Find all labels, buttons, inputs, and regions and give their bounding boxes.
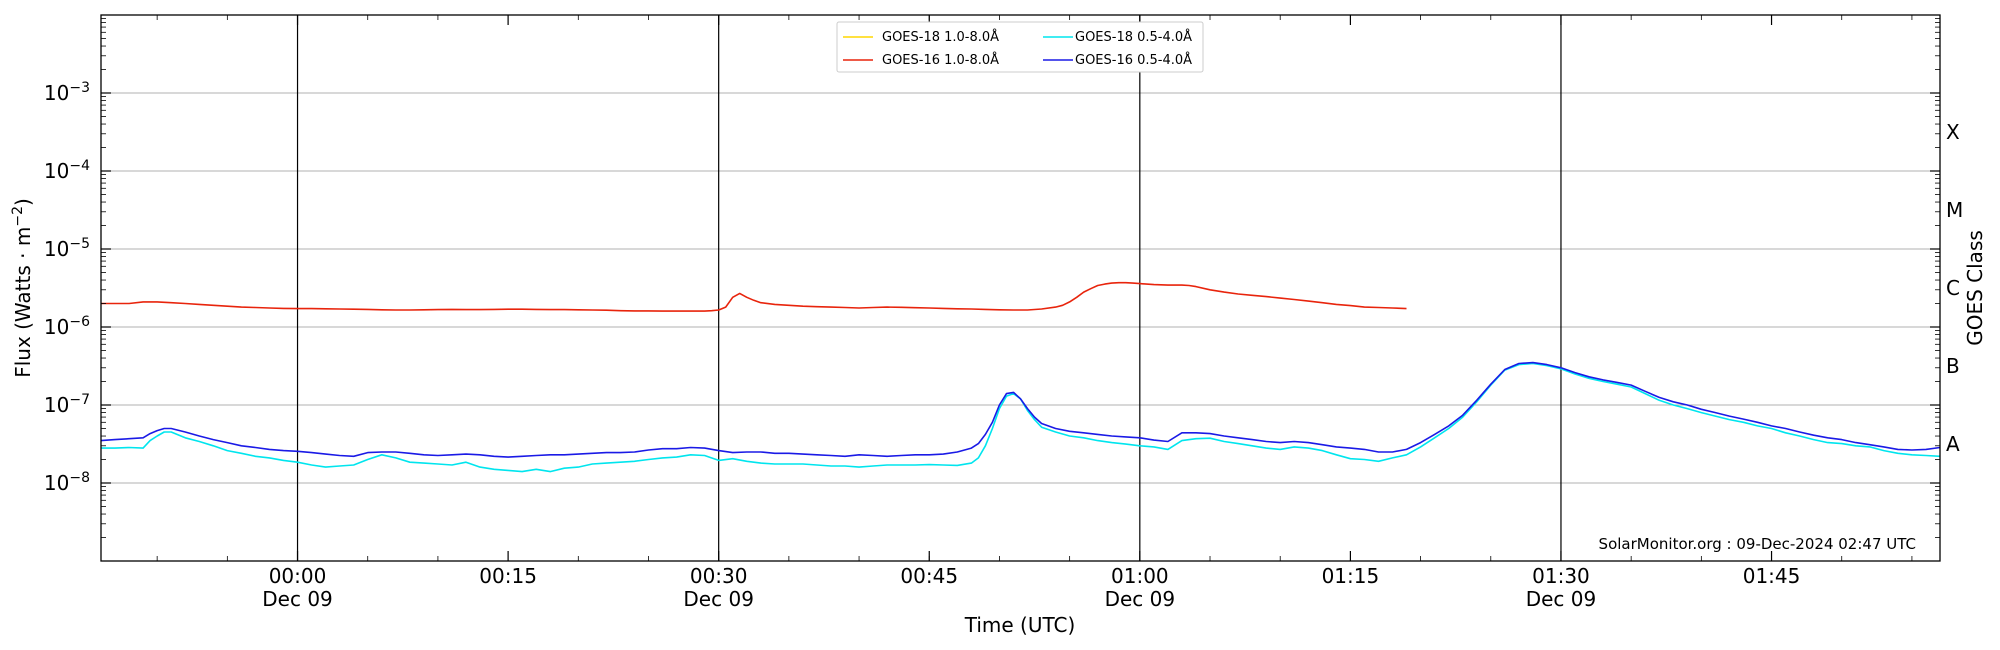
x-tick-label-2: 00:30 <box>690 564 748 588</box>
y-axis-label-sup: −2 <box>10 206 26 227</box>
y-tick-label-1: 10−7 <box>44 392 90 417</box>
y-tick-label-5: 10−3 <box>44 80 90 105</box>
y-tick-label-4: 10−4 <box>44 158 90 183</box>
y-tick-label-2: 10−6 <box>44 314 90 339</box>
goes-class-X: X <box>1946 120 1960 144</box>
y-axis-ticks: 10−8 10−7 10−6 10−5 10−4 10−3 <box>44 18 1940 538</box>
y-axis-label-end: ) <box>11 198 35 206</box>
right-axis-label: GOES Class <box>1963 230 1987 346</box>
goes-class-A: A <box>1946 432 1960 456</box>
x-tick-date-4: Dec 09 <box>1105 587 1176 611</box>
y-tick-label-0: 10−8 <box>44 470 90 495</box>
plot-frame <box>100 14 1941 562</box>
grid-layer <box>101 92 1940 484</box>
x-tick-label-0: 00:00 <box>269 564 327 588</box>
day-marker-layer <box>296 15 1562 561</box>
legend-label-goes16-short: GOES-16 0.5-4.0Å <box>1075 52 1192 68</box>
goes-class-M: M <box>1946 198 1963 222</box>
series-goes18-short <box>101 362 1941 473</box>
goes-class-C: C <box>1946 276 1960 300</box>
x-tick-date-2: Dec 09 <box>683 587 754 611</box>
x-tick-label-6: 01:30 <box>1532 564 1590 588</box>
x-tick-label-3: 00:45 <box>900 564 958 588</box>
y-axis-label: Flux (Watts · m−2) <box>10 198 35 378</box>
x-axis-label: Time (UTC) <box>964 613 1076 637</box>
x-tick-date-6: Dec 09 <box>1526 587 1597 611</box>
series-goes16-short <box>100 361 1941 458</box>
legend-label-goes18-short: GOES-18 0.5-4.0Å <box>1075 29 1192 45</box>
goes-class-B: B <box>1946 354 1960 378</box>
source-annotation: SolarMonitor.org : 09-Dec-2024 02:47 UTC <box>1599 535 1916 553</box>
x-tick-label-5: 01:15 <box>1322 564 1380 588</box>
y-tick-label-3: 10−5 <box>44 236 90 261</box>
series-layer <box>100 281 1941 473</box>
x-tick-label-1: 00:15 <box>479 564 537 588</box>
series-goes16-long <box>101 281 1407 312</box>
y-axis-label-main: Flux (Watts · m <box>11 227 35 378</box>
legend-box <box>836 21 1204 73</box>
x-tick-label-4: 01:00 <box>1111 564 1169 588</box>
x-tick-label-7: 01:45 <box>1743 564 1801 588</box>
legend: GOES-18 1.0-8.0Å GOES-16 1.0-8.0Å GOES-1… <box>836 21 1204 73</box>
legend-label-goes18-long: GOES-18 1.0-8.0Å <box>882 29 999 45</box>
x-tick-date-0: Dec 09 <box>262 587 333 611</box>
legend-label-goes16-long: GOES-16 1.0-8.0Å <box>882 52 999 68</box>
goes-class-labels: A B C M X <box>1946 120 1963 456</box>
